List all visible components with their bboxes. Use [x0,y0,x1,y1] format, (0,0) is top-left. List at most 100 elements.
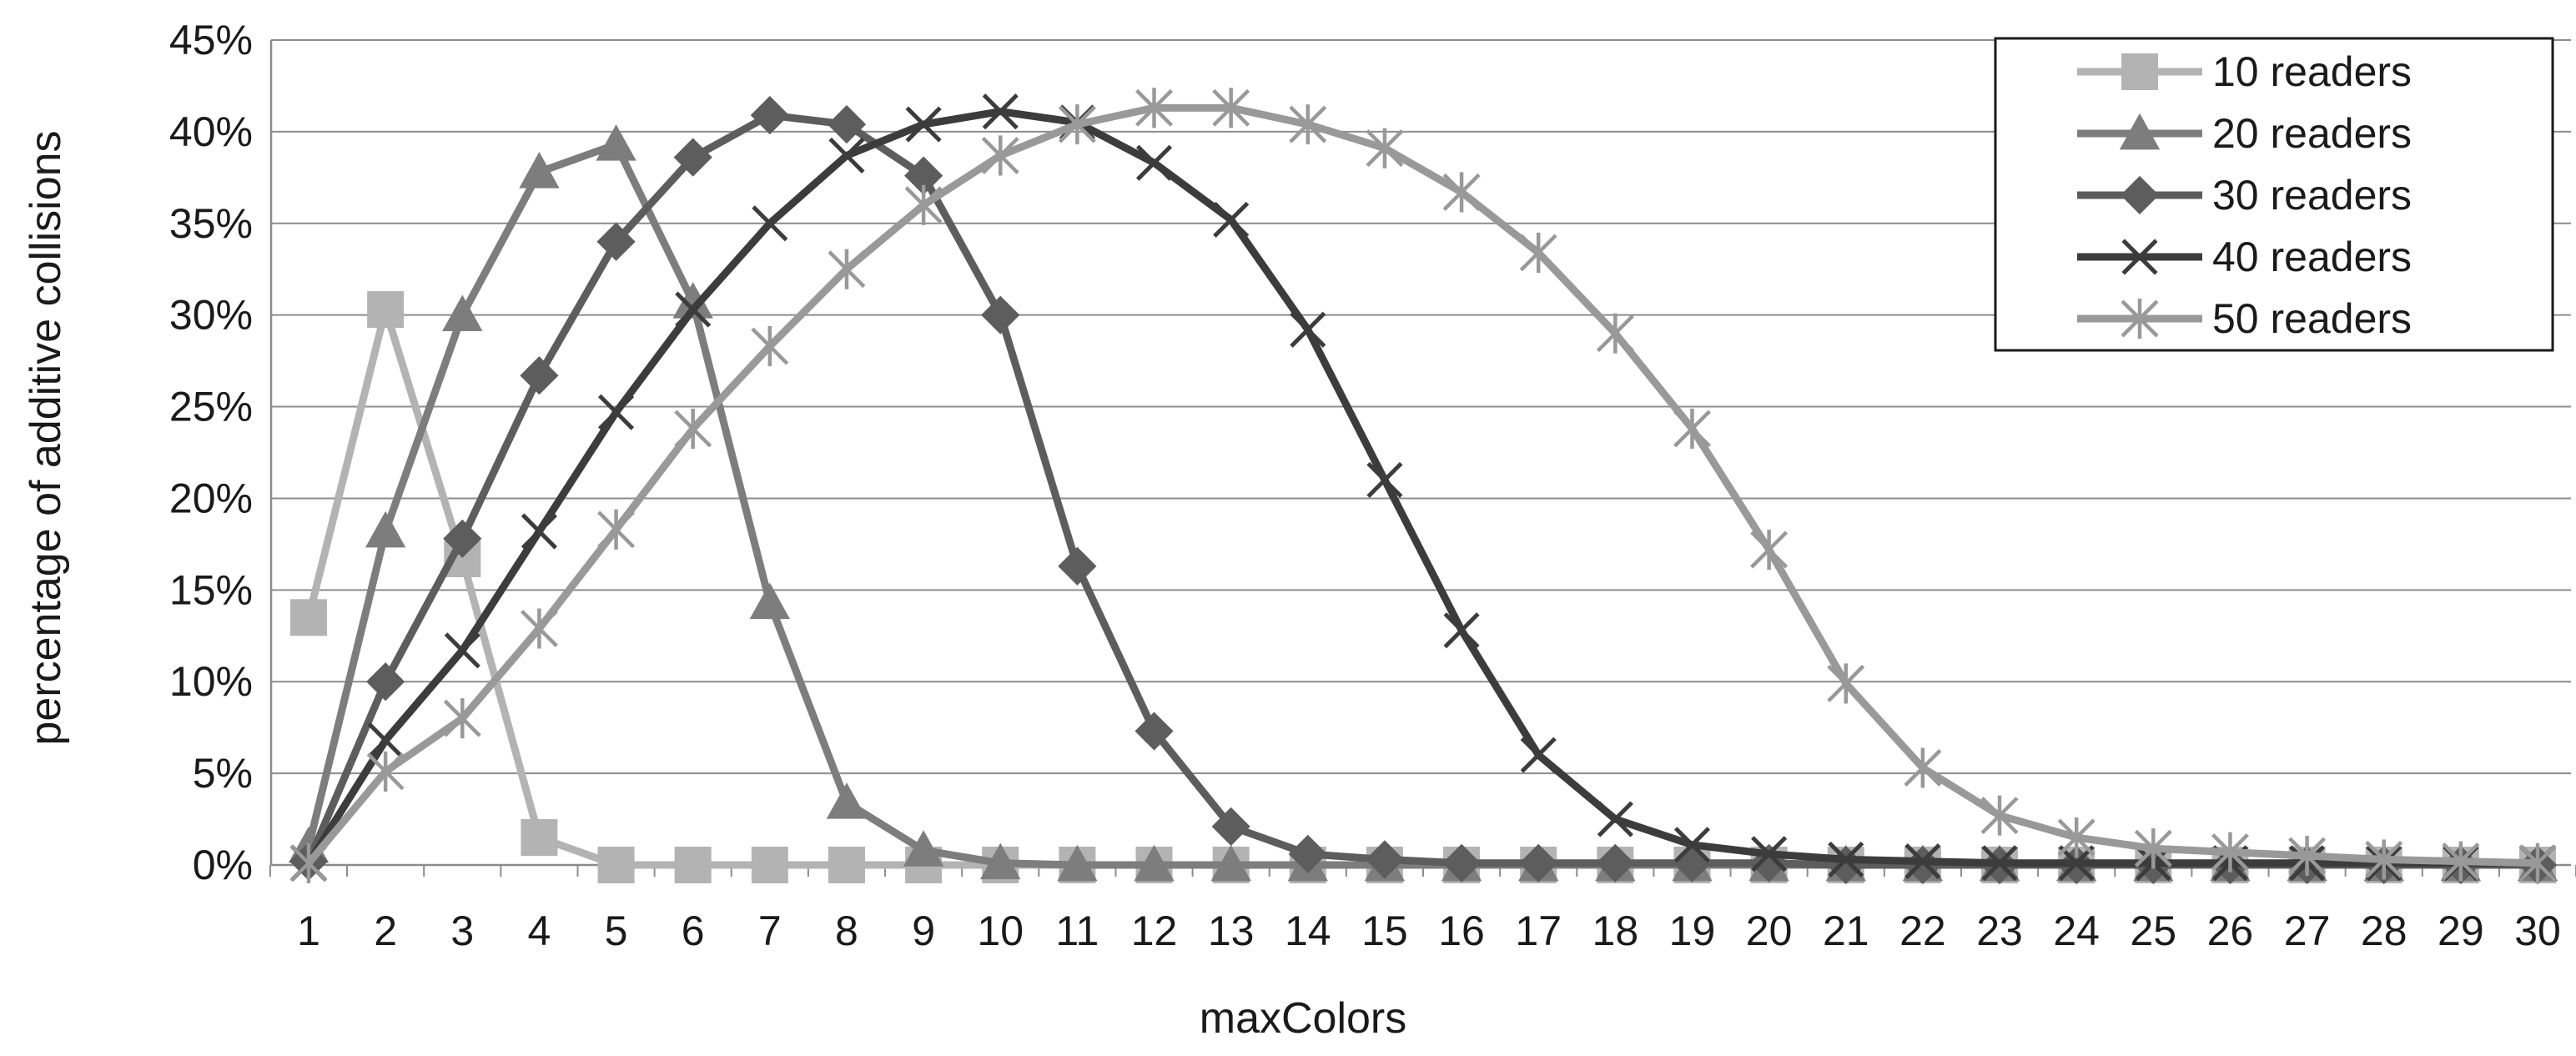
x-tick-label: 25 [2130,908,2176,954]
data-point [980,842,1021,880]
x-tick-label: 7 [758,908,782,954]
data-point [596,124,636,161]
y-tick-label: 45% [169,17,253,63]
y-tick-label: 30% [169,292,253,339]
data-point [675,291,712,328]
data-point [828,137,865,174]
data-point [1365,840,1405,879]
data-point [2121,53,2158,90]
data-point [981,295,1020,334]
series-10-readers [290,291,2556,883]
y-axis-title: percentage of additive collisions [22,130,70,745]
data-point [442,294,483,332]
data-point [2518,842,2557,883]
x-tick-label: 1 [297,908,320,954]
y-tick-label: 10% [169,658,253,705]
data-point [597,394,635,430]
data-point [674,408,712,449]
data-point [1135,144,1173,181]
x-tick-label: 8 [835,908,858,954]
data-point [1212,88,1250,128]
data-point [1288,834,1327,873]
data-point [828,847,865,883]
data-point [1519,843,1558,883]
x-tick-label: 29 [2438,908,2484,954]
x-tick-label: 17 [1515,908,1562,954]
data-point [1828,841,1864,877]
data-point [1827,663,1865,704]
legend-item: 50 readers [2077,295,2412,342]
legend-label: 30 readers [2212,172,2412,219]
x-tick-label: 22 [1899,908,1946,954]
data-point [2442,841,2480,882]
x-tick-label: 4 [528,908,551,954]
data-point [443,698,481,739]
legend-item: 10 readers [2077,48,2412,95]
x-tick-label: 23 [1976,908,2023,954]
x-tick-label: 9 [912,908,935,954]
x-tick-label: 19 [1669,908,1716,954]
y-tick-label: 15% [169,566,253,613]
data-point [1443,612,1480,649]
legend-label: 40 readers [2212,234,2412,280]
data-point [1750,529,1789,571]
x-tick-label: 6 [682,908,705,954]
data-point [1442,172,1481,213]
data-point [1289,104,1327,145]
data-point [904,156,943,195]
data-point [1673,408,1711,449]
data-point [673,138,712,177]
legend-item: 40 readers [2077,234,2412,280]
data-point [903,830,944,867]
data-point [2121,298,2159,339]
x-tick-label: 11 [1055,908,1099,954]
data-point [1210,844,1251,882]
data-point [2057,817,2096,858]
data-point [904,184,943,225]
data-point [1134,844,1175,882]
data-point [596,222,636,261]
data-point [2134,828,2172,869]
data-point [1366,128,1404,168]
x-tick-label: 27 [2284,908,2331,954]
data-point [1211,807,1250,846]
legend-label: 10 readers [2212,48,2412,95]
data-point [444,632,480,669]
legend: 10 readers 20 readers 30 readers 40 readers… [1994,37,2554,352]
data-point [750,96,789,135]
data-point [1213,201,1250,238]
x-tick-label: 10 [977,908,1024,954]
data-point [1904,747,1942,788]
series-line [305,103,2538,867]
data-point [597,509,636,550]
legend-label: 50 readers [2212,295,2412,342]
data-point [367,722,404,759]
data-point [366,662,405,701]
data-point [982,93,1019,130]
data-point [521,819,558,857]
series-50-readers [289,88,2557,883]
data-point [751,325,789,367]
tick-labels: 0%5%10%15%20%25%30%35%40%45%1 2 3 4 5 6 7 8 9 10 1… [169,17,2561,954]
data-point [1441,843,1482,883]
data-point [1751,836,1788,872]
data-point [1135,88,1174,128]
data-point [1597,801,1633,837]
data-point [1058,104,1096,145]
data-point [366,751,405,792]
data-point [597,847,635,883]
data-point [289,842,328,883]
x-tick-label: 18 [1592,908,1639,954]
series-group [288,88,2558,885]
data-point [1904,843,1941,880]
data-point [1520,737,1557,773]
data-point [1981,845,2018,882]
y-tick-label: 40% [169,108,253,155]
data-point [2121,239,2158,275]
data-point [828,249,866,289]
data-point [1366,461,1403,499]
data-point [520,356,559,395]
x-tick-label: 20 [1746,908,1793,954]
y-tick-label: 25% [169,384,253,430]
